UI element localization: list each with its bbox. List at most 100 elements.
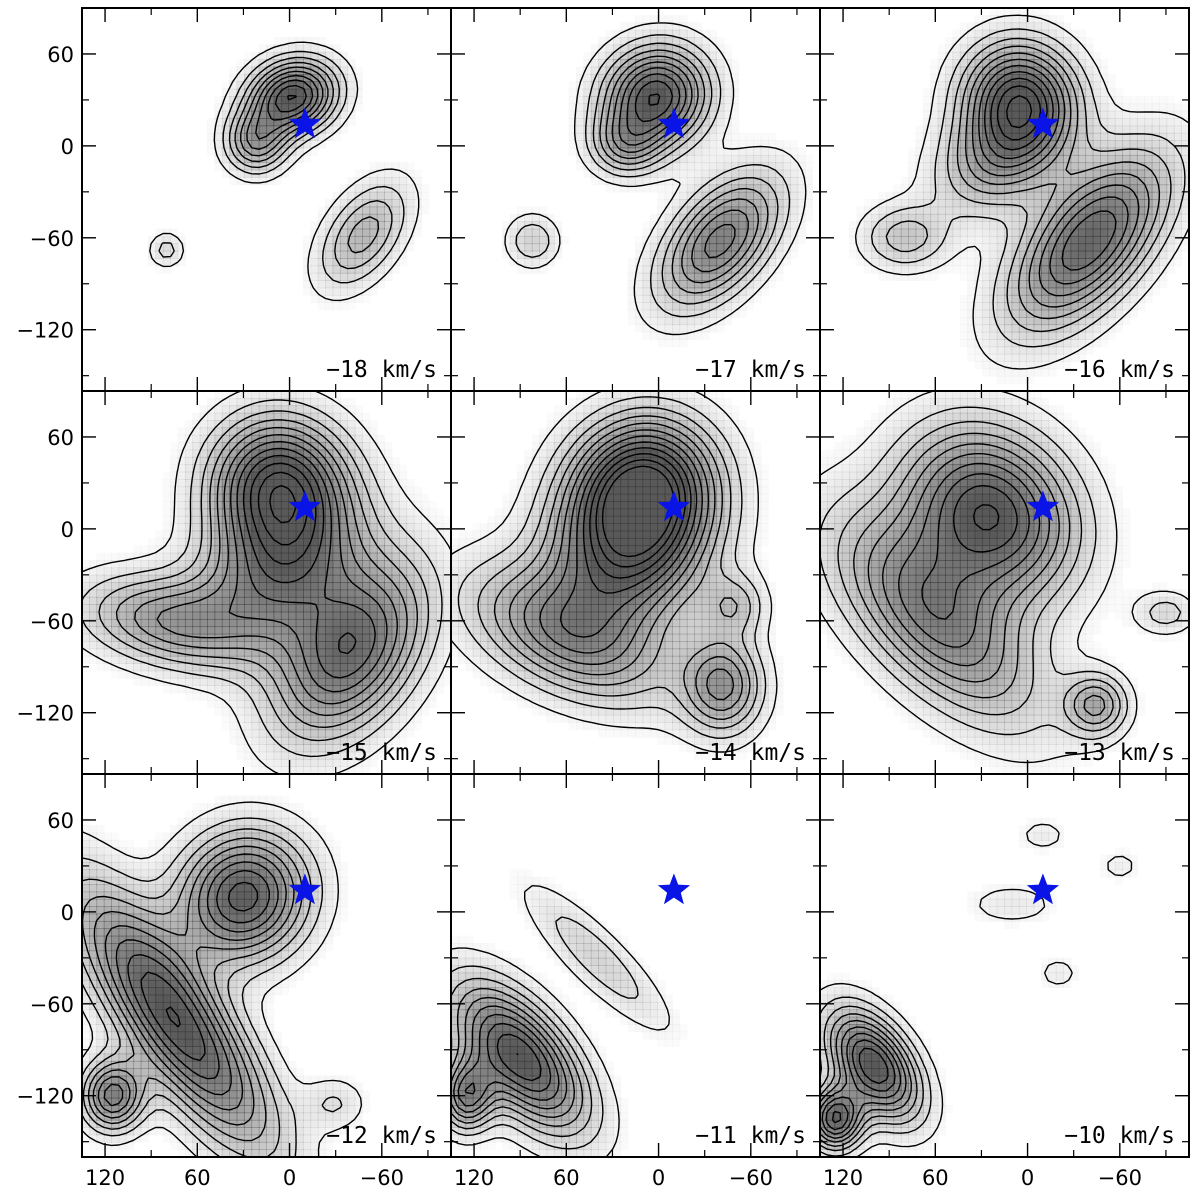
contour-level	[496, 1033, 542, 1082]
figure-frame	[81, 7, 1190, 1158]
contour-level	[898, 462, 1041, 648]
contour-level	[516, 1053, 519, 1056]
contour-level	[228, 56, 393, 270]
contour-level	[228, 440, 388, 693]
star-marker	[657, 490, 691, 522]
contour-level	[267, 79, 314, 121]
contour-level	[990, 77, 1048, 151]
contour-level	[820, 1005, 924, 1152]
contour-lines	[82, 801, 363, 1157]
contour-level	[242, 454, 357, 655]
contour-level	[599, 49, 769, 294]
intensity-fill	[451, 876, 673, 1157]
contour-level	[508, 422, 744, 711]
star-marker	[1026, 490, 1060, 522]
contour-level	[539, 435, 703, 654]
contour-lines	[451, 885, 670, 1157]
contour-level	[965, 52, 1150, 308]
panel-ticks	[820, 773, 1189, 1157]
contour-level	[477, 406, 758, 729]
contour-level	[523, 429, 735, 701]
y-tick-label: 0	[61, 901, 74, 925]
contour-level	[820, 1019, 912, 1143]
y-tick-label: 60	[47, 809, 74, 833]
contour-level	[82, 837, 303, 1142]
contour-level	[634, 80, 674, 123]
contour-level	[457, 1013, 560, 1107]
contour-level	[149, 41, 420, 302]
contour-level	[97, 853, 287, 1114]
contour-level	[559, 441, 698, 638]
y-tick-label: −60	[30, 227, 74, 251]
contour-level	[134, 426, 408, 717]
contour-lines	[149, 41, 420, 302]
y-tick-label: 0	[61, 135, 74, 159]
contour-level	[971, 58, 1140, 297]
contour-level	[453, 1005, 568, 1113]
x-tick-label: 60	[553, 1166, 580, 1190]
contour-level	[115, 419, 418, 728]
contour-level	[92, 845, 295, 1126]
intensity-fill	[82, 795, 363, 1157]
contour-level	[870, 28, 1186, 348]
contour-level	[287, 94, 297, 101]
contour-level	[98, 410, 430, 742]
contour-level	[831, 1047, 889, 1124]
contour-level	[127, 869, 270, 1080]
contour-level	[493, 415, 751, 720]
labels-layer: 60 0 −60 −120 60 0 −60 −120 60 0 −60 −120 120 60 0 −60 1…	[16, 43, 1142, 1190]
contour-level	[820, 996, 932, 1157]
contour-level	[269, 485, 297, 524]
contour-level	[249, 462, 317, 565]
contour-level	[457, 396, 767, 739]
contour-level	[82, 817, 343, 1157]
frame-layer	[81, 7, 1190, 1158]
contour-level	[820, 406, 1182, 741]
contour-lines	[504, 22, 807, 336]
contour-level	[451, 916, 639, 1150]
contour-lines	[854, 14, 1189, 370]
contour-level	[626, 73, 681, 136]
contour-level	[978, 64, 1129, 285]
x-tick-label: 120	[823, 1166, 863, 1190]
y-tick-label: 60	[47, 426, 74, 450]
y-tick-label: −60	[30, 993, 74, 1017]
contour-level	[867, 443, 1106, 717]
x-tick-label: 0	[283, 1166, 296, 1190]
contour-level	[103, 861, 279, 1107]
star-marker	[1026, 873, 1060, 905]
intensity-fill	[849, 14, 1189, 377]
contour-level	[82, 399, 443, 758]
contour-level	[921, 473, 1030, 620]
x-tick-label: 0	[652, 1166, 665, 1190]
channel-panel: −10 km/s	[820, 773, 1189, 1157]
contour-level	[274, 84, 307, 113]
y-tick-label: −120	[16, 702, 74, 726]
contour-level	[972, 504, 1000, 531]
x-tick-label: 120	[454, 1166, 494, 1190]
x-tick-label: 120	[85, 1166, 125, 1190]
contour-level	[601, 465, 675, 558]
contour-level	[582, 447, 692, 594]
channel-panel: −15 km/s	[82, 390, 451, 774]
contour-level	[820, 1026, 907, 1139]
star-marker	[657, 107, 691, 139]
contour-level	[997, 85, 1042, 141]
contour-lines	[82, 391, 451, 774]
contour-level	[451, 996, 575, 1119]
intensity-fill	[82, 391, 451, 774]
contour-level	[451, 977, 593, 1138]
y-tick-label: 0	[61, 518, 74, 542]
contour-level	[464, 1022, 552, 1095]
contour-level	[648, 93, 661, 106]
y-tick-label: −120	[16, 319, 74, 343]
contour-level	[820, 1013, 918, 1147]
contour-level	[82, 828, 312, 1157]
contour-level	[885, 37, 1172, 333]
y-tick-label: −60	[30, 610, 74, 634]
contour-level	[611, 61, 749, 273]
y-tick-label: −120	[16, 1085, 74, 1109]
contour-lines	[451, 391, 778, 753]
contour-level	[451, 391, 778, 753]
